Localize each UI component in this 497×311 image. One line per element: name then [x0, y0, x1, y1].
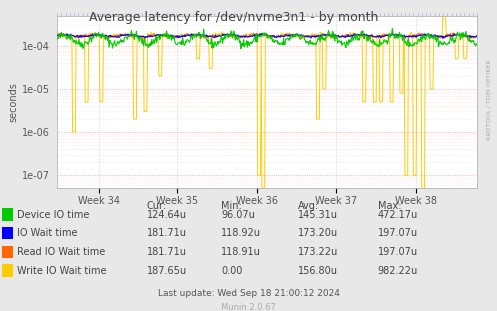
Text: Munin 2.0.67: Munin 2.0.67 — [221, 303, 276, 311]
Text: 187.65u: 187.65u — [147, 266, 187, 276]
Text: Max:: Max: — [378, 201, 401, 211]
Text: 472.17u: 472.17u — [378, 210, 418, 220]
Text: 156.80u: 156.80u — [298, 266, 338, 276]
Text: Cur:: Cur: — [147, 201, 166, 211]
Text: 96.07u: 96.07u — [221, 210, 255, 220]
Text: 181.71u: 181.71u — [147, 247, 186, 257]
Text: 982.22u: 982.22u — [378, 266, 418, 276]
Text: Write IO Wait time: Write IO Wait time — [17, 266, 107, 276]
Text: 145.31u: 145.31u — [298, 210, 338, 220]
Text: Average latency for /dev/nvme3n1 - by month: Average latency for /dev/nvme3n1 - by mo… — [89, 11, 378, 24]
Text: 124.64u: 124.64u — [147, 210, 186, 220]
Text: 173.20u: 173.20u — [298, 228, 338, 238]
Text: 118.91u: 118.91u — [221, 247, 261, 257]
Text: Avg:: Avg: — [298, 201, 320, 211]
Text: 197.07u: 197.07u — [378, 228, 418, 238]
Text: RRDTOOL / TOBI OETIKER: RRDTOOL / TOBI OETIKER — [486, 59, 491, 140]
Text: 173.22u: 173.22u — [298, 247, 338, 257]
Text: Device IO time: Device IO time — [17, 210, 90, 220]
Y-axis label: seconds: seconds — [9, 82, 19, 122]
Text: Min:: Min: — [221, 201, 242, 211]
Text: 197.07u: 197.07u — [378, 247, 418, 257]
Text: Last update: Wed Sep 18 21:00:12 2024: Last update: Wed Sep 18 21:00:12 2024 — [158, 290, 339, 298]
Text: 118.92u: 118.92u — [221, 228, 261, 238]
Text: 181.71u: 181.71u — [147, 228, 186, 238]
Text: IO Wait time: IO Wait time — [17, 228, 78, 238]
Text: Read IO Wait time: Read IO Wait time — [17, 247, 106, 257]
Text: 0.00: 0.00 — [221, 266, 243, 276]
